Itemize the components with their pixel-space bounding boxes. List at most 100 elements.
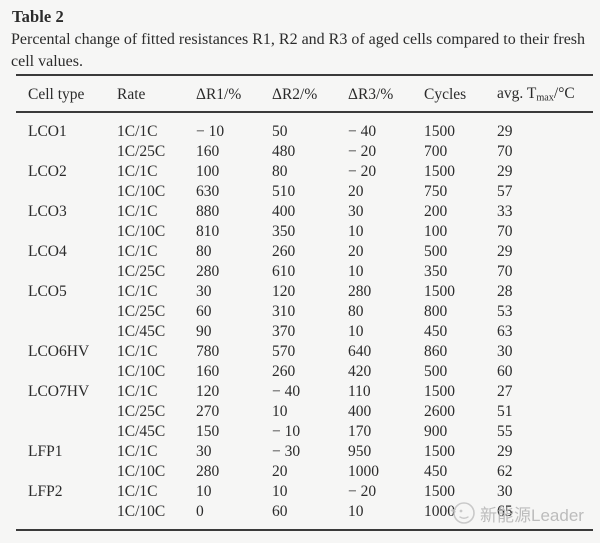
col-header-dr2: ΔR2/% — [272, 85, 318, 103]
cycles-value: 900 — [424, 423, 448, 440]
cycles-value: 500 — [424, 243, 448, 260]
dr3-value: 80 — [348, 303, 364, 320]
tmax-value: 70 — [497, 143, 513, 160]
table-row: 1C/25C 280 610 10 350 70 — [16, 262, 593, 282]
dr1-value: 810 — [196, 223, 220, 240]
tmax-subscript: max — [536, 92, 554, 104]
dr1-value: 0 — [196, 503, 204, 520]
dr2-value: 610 — [272, 263, 296, 280]
table-row: 1C/10C 630 510 20 750 57 — [16, 182, 593, 202]
dr3-value: 1000 — [348, 463, 379, 480]
rate-value: 1C/25C — [117, 263, 166, 280]
tmax-value: 30 — [497, 483, 513, 500]
table-row: 1C/45C 150 − 10 170 900 55 — [16, 422, 593, 442]
dr1-value: 160 — [196, 143, 220, 160]
dr3-value: 10 — [348, 223, 364, 240]
cycles-value: 350 — [424, 263, 448, 280]
dr1-value: 880 — [196, 203, 220, 220]
rate-value: 1C/25C — [117, 143, 166, 160]
cell-type-value: LCO3 — [28, 203, 67, 220]
cycles-value: 500 — [424, 363, 448, 380]
cycles-value: 1500 — [424, 443, 455, 460]
rate-value: 1C/1C — [117, 283, 158, 300]
cycles-value: 800 — [424, 303, 448, 320]
table-row: 1C/10C 0 60 10 1000 65 — [16, 502, 593, 522]
cycles-value: 1500 — [424, 163, 455, 180]
tmax-value: 63 — [497, 323, 513, 340]
table-row: LFP1 1C/1C 30 − 30 950 1500 29 — [16, 442, 593, 462]
cell-type-value: LCO4 — [28, 243, 67, 260]
dr3-value: − 20 — [348, 483, 377, 500]
dr1-value: 270 — [196, 403, 220, 420]
rate-value: 1C/10C — [117, 183, 166, 200]
dr1-value: 30 — [196, 283, 212, 300]
cycles-value: 1500 — [424, 123, 455, 140]
dr3-value: 30 — [348, 203, 364, 220]
table-row: 1C/25C 60 310 80 800 53 — [16, 302, 593, 322]
rate-value: 1C/10C — [117, 503, 166, 520]
cycles-value: 700 — [424, 143, 448, 160]
dr1-value: 10 — [196, 483, 212, 500]
rate-value: 1C/1C — [117, 443, 158, 460]
cell-type-value: LCO6HV — [28, 343, 90, 360]
rate-value: 1C/10C — [117, 223, 166, 240]
tmax-value: 53 — [497, 303, 513, 320]
dr2-value: 260 — [272, 363, 296, 380]
rate-value: 1C/1C — [117, 123, 158, 140]
dr2-value: 310 — [272, 303, 296, 320]
tmax-value: 33 — [497, 203, 513, 220]
table-row: LCO1 1C/1C − 10 50 − 40 1500 29 — [16, 122, 593, 142]
table-body: LCO1 1C/1C − 10 50 − 40 1500 29 1C/25C 1… — [16, 113, 593, 529]
dr2-value: 10 — [272, 483, 288, 500]
dr1-value: 780 — [196, 343, 220, 360]
rate-value: 1C/1C — [117, 243, 158, 260]
tmax-value: 70 — [497, 223, 513, 240]
tmax-suffix: /°C — [553, 85, 575, 103]
tmax-value: 29 — [497, 123, 513, 140]
rule-top — [16, 74, 593, 76]
tmax-value: 62 — [497, 463, 513, 480]
table-row: 1C/10C 160 260 420 500 60 — [16, 362, 593, 382]
table-row: LCO3 1C/1C 880 400 30 200 33 — [16, 202, 593, 222]
dr3-value: 10 — [348, 503, 364, 520]
rate-value: 1C/1C — [117, 383, 158, 400]
dr1-value: 120 — [196, 383, 220, 400]
col-header-cycles: Cycles — [424, 85, 467, 103]
table-header-row: Cell type Rate ΔR1/% ΔR2/% ΔR3/% Cycles … — [16, 76, 593, 111]
dr2-value: 260 — [272, 243, 296, 260]
dr1-value: − 10 — [196, 123, 225, 140]
tmax-prefix: avg. T — [497, 85, 537, 103]
tmax-value: 28 — [497, 283, 513, 300]
rate-value: 1C/1C — [117, 163, 158, 180]
cycles-value: 200 — [424, 203, 448, 220]
cycles-value: 1500 — [424, 283, 455, 300]
rate-value: 1C/45C — [117, 323, 166, 340]
dr1-value: 80 — [196, 243, 212, 260]
dr1-value: 630 — [196, 183, 220, 200]
tmax-value: 70 — [497, 263, 513, 280]
cell-type-value: LCO2 — [28, 163, 67, 180]
dr2-value: − 30 — [272, 443, 301, 460]
dr2-value: 60 — [272, 503, 288, 520]
tmax-value: 55 — [497, 423, 513, 440]
cycles-value: 750 — [424, 183, 448, 200]
cycles-value: 450 — [424, 323, 448, 340]
cycles-value: 100 — [424, 223, 448, 240]
dr3-value: 640 — [348, 343, 372, 360]
rate-value: 1C/1C — [117, 343, 158, 360]
tmax-value: 29 — [497, 163, 513, 180]
rate-value: 1C/45C — [117, 423, 166, 440]
dr3-value: 110 — [348, 383, 371, 400]
dr3-value: 20 — [348, 243, 364, 260]
dr3-value: 10 — [348, 323, 364, 340]
dr2-value: 350 — [272, 223, 296, 240]
dr2-value: 50 — [272, 123, 288, 140]
rate-value: 1C/1C — [117, 203, 158, 220]
dr1-value: 60 — [196, 303, 212, 320]
dr1-value: 280 — [196, 263, 220, 280]
dr1-value: 160 — [196, 363, 220, 380]
dr3-value: − 40 — [348, 123, 377, 140]
col-header-dr3: ΔR3/% — [348, 85, 394, 103]
cell-type-value: LFP1 — [28, 443, 63, 460]
cell-type-value: LCO5 — [28, 283, 67, 300]
